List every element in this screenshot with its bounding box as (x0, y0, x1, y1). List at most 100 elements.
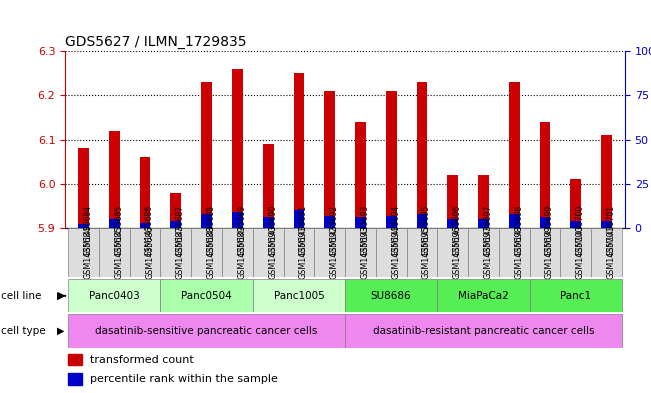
Bar (468, 228, 499, 277)
Text: GSM1435699: GSM1435699 (545, 205, 554, 256)
Text: GSM1435689: GSM1435689 (238, 205, 246, 256)
Text: GSM1435700: GSM1435700 (575, 205, 585, 256)
Text: GSM1435698: GSM1435698 (514, 205, 523, 256)
Bar (601, 221, 612, 228)
Bar (324, 91, 335, 228)
Text: GSM1435697: GSM1435697 (484, 226, 492, 279)
Text: GSM1435688: GSM1435688 (206, 205, 215, 256)
Bar (417, 214, 427, 228)
Text: GSM1435691: GSM1435691 (299, 226, 308, 279)
Bar (140, 223, 150, 228)
Bar (201, 214, 212, 228)
Bar (601, 135, 612, 228)
Text: GSM1435690: GSM1435690 (268, 226, 277, 279)
Bar (509, 214, 519, 228)
Text: GSM1435686: GSM1435686 (145, 205, 154, 256)
Bar (78, 224, 89, 228)
Bar (201, 82, 212, 228)
Text: Panc0403: Panc0403 (89, 291, 140, 301)
Text: GSM1435697: GSM1435697 (484, 205, 492, 256)
Bar (509, 82, 519, 228)
Bar (355, 217, 366, 228)
Text: SU8686: SU8686 (371, 291, 411, 301)
Text: ▶: ▶ (57, 326, 65, 336)
Text: cell type: cell type (1, 326, 46, 336)
Text: GSM1435686: GSM1435686 (145, 226, 154, 279)
Bar (570, 179, 581, 228)
Text: GSM1435694: GSM1435694 (391, 226, 400, 279)
Bar (376, 228, 407, 277)
Bar (130, 228, 160, 277)
Bar (324, 216, 335, 228)
Bar (222, 228, 253, 277)
Text: Panc0504: Panc0504 (181, 291, 232, 301)
Text: ▶: ▶ (57, 291, 65, 301)
Bar (283, 228, 314, 277)
Bar (447, 219, 458, 228)
Bar (109, 130, 120, 228)
Text: GSM1435692: GSM1435692 (329, 226, 339, 279)
Text: GSM1435692: GSM1435692 (329, 205, 339, 256)
Text: GDS5627 / ILMN_1729835: GDS5627 / ILMN_1729835 (65, 35, 247, 49)
Text: Panc1005: Panc1005 (273, 291, 324, 301)
Text: dasatinib-resistant pancreatic cancer cells: dasatinib-resistant pancreatic cancer ce… (373, 326, 594, 336)
Bar (109, 219, 120, 228)
Text: GSM1435695: GSM1435695 (422, 226, 431, 279)
Bar (68, 314, 345, 348)
Text: GSM1435693: GSM1435693 (361, 226, 369, 279)
Bar (530, 279, 622, 312)
Text: GSM1435696: GSM1435696 (452, 226, 462, 279)
Bar (294, 73, 304, 228)
Text: MiaPaCa2: MiaPaCa2 (458, 291, 509, 301)
Text: GSM1435696: GSM1435696 (452, 205, 462, 256)
Bar (478, 175, 489, 228)
Text: GSM1435701: GSM1435701 (607, 226, 615, 279)
Text: GSM1435693: GSM1435693 (361, 205, 369, 256)
Bar (540, 122, 550, 228)
Bar (478, 219, 489, 228)
Text: GSM1435700: GSM1435700 (575, 226, 585, 279)
Bar (68, 373, 82, 385)
Bar (437, 279, 530, 312)
Text: GSM1435685: GSM1435685 (115, 205, 123, 256)
Text: cell line: cell line (1, 291, 41, 301)
Bar (561, 228, 591, 277)
Text: GSM1435687: GSM1435687 (176, 226, 185, 279)
Bar (68, 228, 99, 277)
Bar (232, 69, 243, 228)
Bar (253, 279, 345, 312)
Bar (99, 228, 130, 277)
Bar (345, 228, 376, 277)
Bar (314, 228, 345, 277)
Text: GSM1435694: GSM1435694 (391, 205, 400, 256)
Bar (570, 221, 581, 228)
Text: GSM1435691: GSM1435691 (299, 205, 308, 256)
Bar (253, 228, 283, 277)
Bar (171, 221, 181, 228)
Text: GSM1435695: GSM1435695 (422, 205, 431, 256)
Bar (191, 228, 222, 277)
Bar (263, 144, 273, 228)
Bar (499, 228, 530, 277)
Text: GSM1435688: GSM1435688 (206, 226, 215, 279)
Text: GSM1435690: GSM1435690 (268, 205, 277, 256)
Bar (171, 193, 181, 228)
Bar (140, 157, 150, 228)
Bar (160, 279, 253, 312)
Bar (345, 314, 622, 348)
Bar (417, 82, 427, 228)
Bar (437, 228, 468, 277)
Text: GSM1435685: GSM1435685 (115, 226, 123, 279)
Text: GSM1435687: GSM1435687 (176, 205, 185, 256)
Bar (68, 279, 160, 312)
Bar (68, 354, 82, 365)
Text: GSM1435684: GSM1435684 (83, 205, 92, 256)
Text: dasatinib-sensitive pancreatic cancer cells: dasatinib-sensitive pancreatic cancer ce… (96, 326, 318, 336)
Text: GSM1435684: GSM1435684 (83, 226, 92, 279)
Text: GSM1435701: GSM1435701 (607, 205, 615, 256)
Text: transformed count: transformed count (90, 354, 194, 365)
Bar (232, 212, 243, 228)
Bar (540, 217, 550, 228)
Bar (355, 122, 366, 228)
Bar (263, 217, 273, 228)
